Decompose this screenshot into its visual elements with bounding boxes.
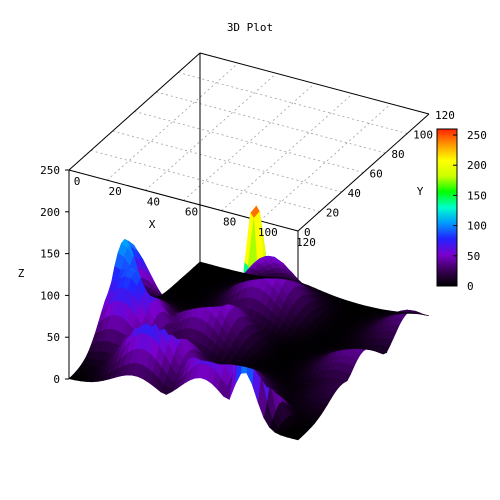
x-tick-label: 120: [296, 236, 316, 249]
grid-line: [259, 103, 392, 222]
y-tick-label: 120: [435, 109, 455, 122]
y-tick-label: 40: [348, 187, 361, 200]
z-tick-label: 200: [40, 206, 60, 219]
box-edge: [297, 113, 430, 232]
z-tick-label: 150: [40, 248, 60, 261]
surface-facet: [196, 261, 207, 267]
colorbar-tick-label: 150: [467, 189, 487, 202]
colorbar-tick-label: 0: [467, 280, 474, 293]
box-edge: [68, 52, 201, 171]
grid-line: [112, 130, 342, 193]
chart-title: 3D Plot: [227, 21, 273, 34]
grid-line: [183, 83, 315, 201]
z-tick-label: 50: [47, 331, 60, 344]
x-tick-label: 20: [109, 185, 122, 198]
z-axis-label: Z: [18, 267, 25, 280]
y-axis-label: Y: [417, 185, 424, 198]
x-tick-label: 0: [74, 175, 81, 188]
grid-line: [156, 91, 386, 154]
colorbar-tick-label: 50: [467, 250, 480, 263]
y-tick-label: 100: [413, 129, 433, 142]
grid-line: [134, 111, 364, 173]
grid-lines: [68, 52, 430, 232]
z-tick-label: 250: [40, 164, 60, 177]
grid-line: [106, 62, 239, 181]
x-tick-label: 60: [185, 206, 198, 219]
colorbar-tick-label: 250: [467, 129, 487, 142]
grid-line: [221, 93, 353, 211]
grid-line: [90, 150, 320, 212]
axis-box: [68, 52, 430, 440]
y-tick-label: 20: [326, 207, 339, 220]
y-tick-label: 80: [391, 148, 404, 161]
colorbar-gradient: [436, 128, 458, 287]
colorbar-tick-label: 200: [467, 159, 487, 172]
colorbar: 0 50 100 150 200 250: [436, 128, 487, 293]
x-tick-label: 100: [258, 226, 278, 239]
colorbar-tick-label: 100: [467, 220, 487, 233]
box-edge: [199, 52, 430, 115]
box-edge: [68, 169, 299, 232]
x-axis-label: X: [149, 218, 156, 231]
y-tick-label: 60: [370, 168, 383, 181]
z-tick-label: 100: [40, 289, 60, 302]
z-tick-label: 0: [53, 373, 60, 386]
x-tick-label: 40: [147, 195, 160, 208]
surface-mesh: [68, 205, 430, 441]
x-tick-label: 80: [223, 216, 236, 229]
y-tick-label: 0: [304, 226, 311, 239]
axis-ticks: 0204060801001200204060801001200501001502…: [40, 109, 455, 386]
grid-line: [145, 73, 277, 191]
